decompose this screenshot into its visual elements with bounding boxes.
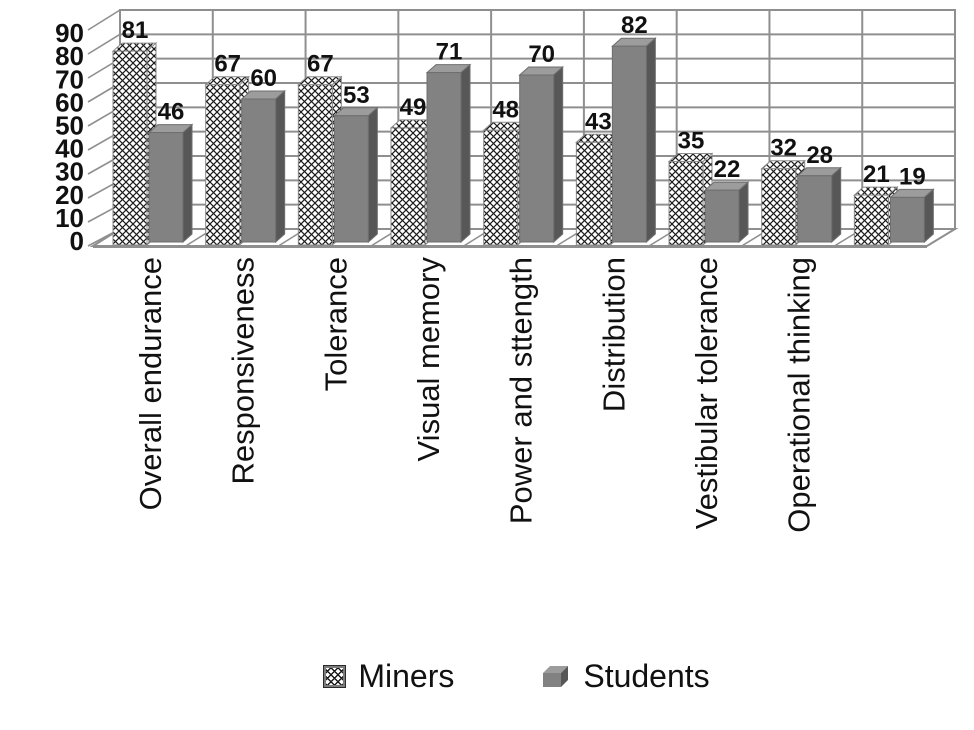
legend-item-miners: Miners: [323, 657, 455, 695]
y-axis-label-40: 40: [55, 134, 84, 164]
x-axis-category-label-2: Tolerance: [318, 257, 353, 391]
bar-students-8: [889, 196, 925, 243]
data-label-miners-8: 21: [863, 161, 890, 188]
y-axis-label-50: 50: [55, 111, 84, 141]
y-axis-label-10: 10: [55, 203, 84, 233]
x-axis-category-label-6: Vestibular tolerance: [689, 257, 724, 529]
bar-students-0: [148, 132, 184, 243]
legend-label-students: Students: [583, 657, 710, 694]
data-label-miners-4: 48: [492, 96, 519, 123]
data-label-miners-6: 35: [678, 128, 705, 155]
data-label-miners-5: 43: [585, 108, 612, 135]
bar-miners-1: [205, 84, 241, 246]
students-swatch-icon: [543, 665, 569, 687]
bar-miners-0: [112, 50, 148, 246]
data-label-miners-1: 67: [214, 51, 241, 78]
bar-miners-2: [297, 84, 333, 246]
data-label-students-2: 53: [343, 82, 370, 109]
bar-students-4: [519, 74, 555, 243]
x-axis-category-label-4: Power and sttength: [504, 257, 539, 524]
x-axis-category-label-3: Visual memory: [411, 257, 446, 462]
data-label-students-8: 19: [899, 163, 926, 190]
y-tick: [87, 9, 121, 31]
bar-miners-7: [761, 168, 797, 246]
bar-students-5: [611, 45, 647, 243]
bar-students-7: [797, 175, 833, 243]
y-axis-label-90: 90: [55, 18, 84, 48]
bar-miners-6: [668, 161, 704, 246]
y-axis-label-0: 0: [70, 226, 84, 256]
x-axis-category-label-0: Overall endurance: [133, 257, 168, 510]
data-label-miners-3: 49: [400, 94, 427, 121]
data-label-students-0: 46: [158, 99, 185, 126]
legend-item-students: Students: [542, 657, 710, 695]
data-label-students-7: 28: [806, 142, 833, 169]
bar-students-1: [241, 98, 277, 243]
floor-divider: [926, 228, 956, 247]
chart-legend: Miners Students: [30, 652, 974, 700]
y-axis-label-80: 80: [55, 41, 84, 71]
bar-miners-4: [483, 129, 519, 246]
bar-miners-8: [853, 194, 889, 246]
x-axis-category-label-1: Responsiveness: [226, 257, 261, 484]
bar-students-3: [426, 72, 462, 243]
data-label-students-1: 60: [250, 65, 277, 92]
data-label-miners-2: 67: [307, 51, 334, 78]
bar-miners-3: [390, 127, 426, 246]
y-axis-label-20: 20: [55, 180, 84, 210]
y-axis-label-60: 60: [55, 87, 84, 117]
data-label-students-3: 71: [436, 39, 463, 66]
data-label-miners-0: 81: [122, 17, 149, 44]
bar-students-2: [333, 115, 369, 243]
data-label-students-4: 70: [528, 41, 555, 68]
data-label-students-6: 22: [714, 156, 741, 183]
miners-swatch-icon: [323, 664, 347, 688]
x-axis-category-label-5: Distribution: [596, 257, 631, 412]
x-axis-category-label-7: Operational thinking: [782, 257, 817, 533]
data-label-students-5: 82: [621, 12, 648, 39]
data-label-miners-7: 32: [770, 135, 797, 162]
y-axis-label-30: 30: [55, 157, 84, 187]
bar-miners-5: [575, 141, 611, 246]
y-axis-label-70: 70: [55, 64, 84, 94]
bar-students-6: [704, 189, 740, 243]
legend-label-miners: Miners: [358, 657, 455, 694]
y-tick: [87, 33, 121, 55]
